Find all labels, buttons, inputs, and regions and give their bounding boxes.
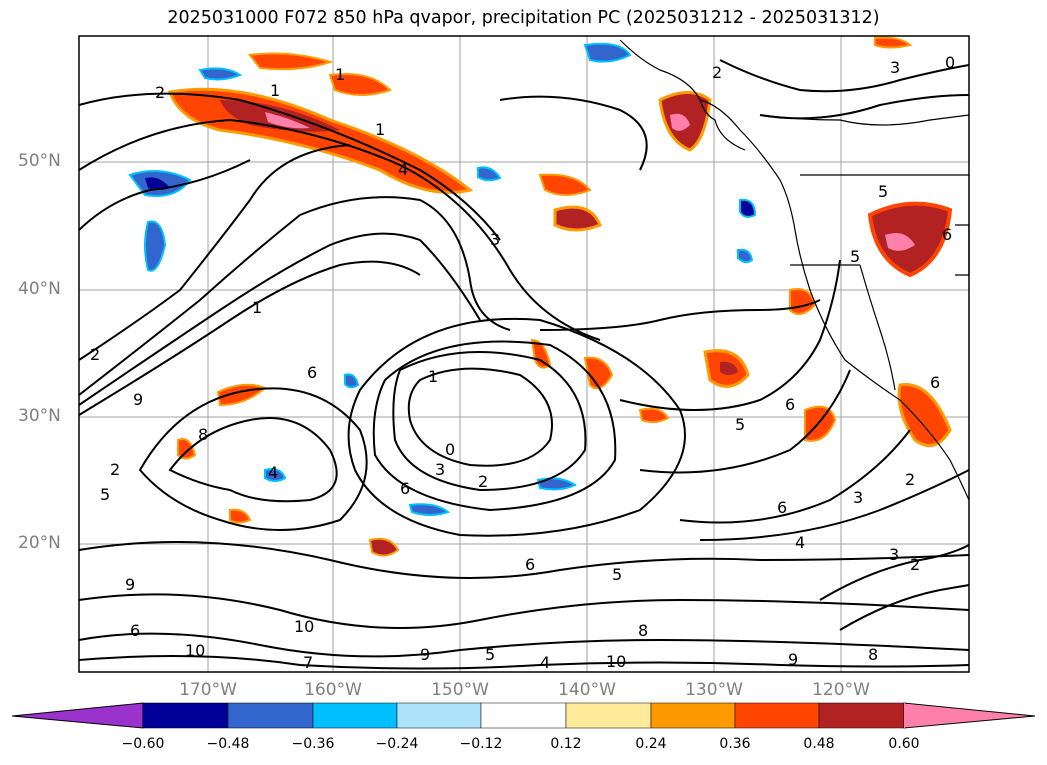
contour-label: 10 <box>294 617 314 636</box>
contour-label: 8 <box>198 425 208 444</box>
contour-label: 6 <box>525 555 535 574</box>
contour-label: 0 <box>945 53 955 72</box>
colorbar-tick: 0.24 <box>635 736 667 752</box>
contour-label: 4 <box>540 653 550 672</box>
contour-label: 2 <box>90 345 100 364</box>
lon-label-140w: 140°W <box>558 680 616 700</box>
contour-label: 9 <box>133 390 143 409</box>
colorbar-tick: 0.12 <box>550 736 582 752</box>
contour-label: 10 <box>606 652 626 671</box>
contour-label: 2 <box>478 472 488 491</box>
contour-label: 6 <box>785 395 795 414</box>
map-background <box>79 36 969 672</box>
colorbar-extend-low <box>11 702 144 729</box>
contour-label: 1 <box>335 65 345 84</box>
colorbar-tick: −0.24 <box>375 736 419 752</box>
contour-label: 5 <box>735 415 745 434</box>
colorbar-tick: 0.60 <box>888 736 920 752</box>
lon-label-160w: 160°W <box>304 680 362 700</box>
contour-label: 5 <box>485 645 495 664</box>
contour-label: 1 <box>252 298 262 317</box>
lon-label-130w: 130°W <box>685 680 743 700</box>
contour-label: 1 <box>428 367 438 386</box>
contour-label: 1 <box>270 81 280 100</box>
map-title: 2025031000 F072 850 hPa qvapor, precipit… <box>167 8 880 28</box>
contour-label: 6 <box>942 225 952 244</box>
lon-label-120w: 120°W <box>812 680 870 700</box>
contour-label: 3 <box>890 58 900 77</box>
colorbar-tick: −0.12 <box>459 736 503 752</box>
contour-label: 6 <box>130 621 140 640</box>
contour-label: 9 <box>125 575 135 594</box>
lat-label-50n: 50°N <box>18 151 61 171</box>
lat-label-40n: 40°N <box>18 279 61 299</box>
contour-label: 8 <box>638 621 648 640</box>
contour-label: 6 <box>930 373 940 392</box>
contour-label: 7 <box>303 653 313 672</box>
contour-label: 5 <box>850 247 860 266</box>
contour-label: 0 <box>445 440 455 459</box>
contour-label: 6 <box>307 363 317 382</box>
lat-label-30n: 30°N <box>18 406 61 426</box>
contour-label: 3 <box>889 545 899 564</box>
contour-label: 5 <box>100 485 110 504</box>
contour-label: 1 <box>375 120 385 139</box>
contour-label: 5 <box>612 565 622 584</box>
contour-label: 10 <box>185 641 205 660</box>
contour-label: 9 <box>420 645 430 664</box>
contour-label: 3 <box>853 488 863 507</box>
qvapor-contours <box>78 59 970 670</box>
colorbar-tick: 0.48 <box>803 736 835 752</box>
contour-label: 2 <box>155 83 165 102</box>
contour-label: 6 <box>400 479 410 498</box>
contour-label: 2 <box>712 63 722 82</box>
contour-label: 4 <box>268 463 278 482</box>
colorbar-tick: 0.36 <box>719 736 751 752</box>
precip-positive-shading <box>167 36 953 557</box>
contour-labels: 2 1 1 0 1 2 3 3 4 5 5 6 6 6 6 2 2 3 1 2 … <box>90 53 955 672</box>
contour-label: 3 <box>435 460 445 479</box>
contour-label: 3 <box>490 230 500 249</box>
contour-label: 4 <box>398 160 408 179</box>
lon-label-150w: 150°W <box>431 680 489 700</box>
lon-label-170w: 170°W <box>179 680 237 700</box>
coastline <box>619 39 970 501</box>
contour-label: 2 <box>910 555 920 574</box>
colorbar <box>11 702 1036 729</box>
colorbar-tick: −0.60 <box>121 736 165 752</box>
lat-label-20n: 20°N <box>18 533 61 553</box>
colorbar-extend-high <box>903 702 1036 729</box>
contour-label: 2 <box>110 460 120 479</box>
contour-label: 4 <box>795 533 805 552</box>
contour-label: 9 <box>788 650 798 669</box>
map-frame <box>78 35 970 673</box>
contour-label: 5 <box>878 182 888 201</box>
contour-label: 8 <box>868 645 878 664</box>
colorbar-tick: −0.48 <box>206 736 250 752</box>
contour-label: 2 <box>905 470 915 489</box>
colorbar-tick: −0.36 <box>291 736 335 752</box>
contour-label: 6 <box>777 498 787 517</box>
